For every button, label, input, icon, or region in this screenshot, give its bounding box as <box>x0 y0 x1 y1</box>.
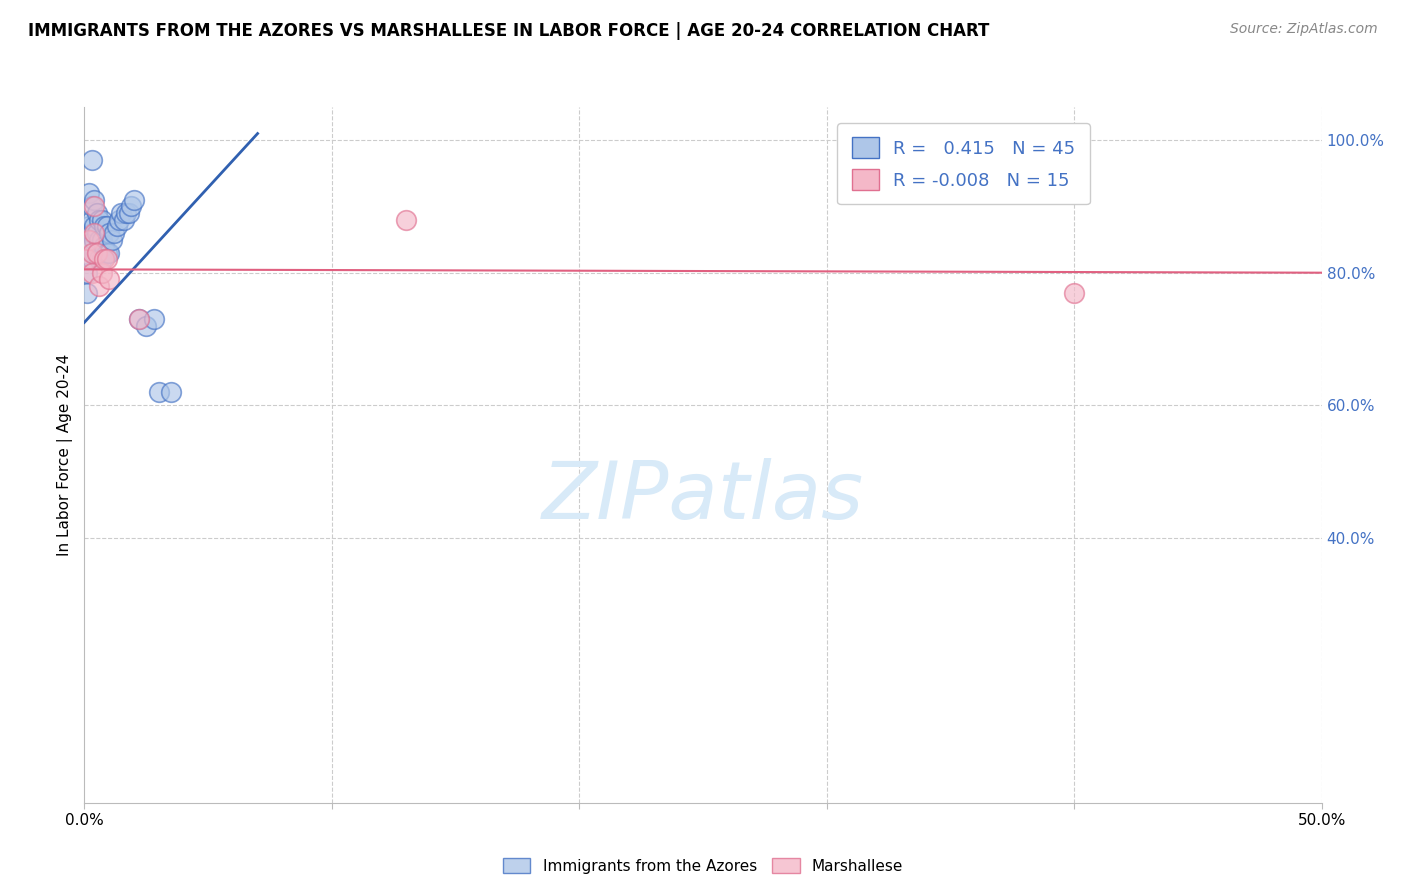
Point <box>103 226 125 240</box>
Point <box>96 219 118 234</box>
Point <box>76 285 98 300</box>
Point <box>79 186 101 201</box>
Point <box>90 233 112 247</box>
Point <box>105 219 128 234</box>
Point <box>86 245 108 260</box>
Point <box>83 199 105 213</box>
Point <box>86 206 108 220</box>
Point <box>80 266 103 280</box>
Point <box>89 212 111 227</box>
Text: Source: ZipAtlas.com: Source: ZipAtlas.com <box>1230 22 1378 37</box>
Point <box>80 212 103 227</box>
Point <box>89 279 111 293</box>
Legend: R =   0.415   N = 45, R = -0.008   N = 15: R = 0.415 N = 45, R = -0.008 N = 15 <box>838 123 1090 204</box>
Point <box>83 193 105 207</box>
Point <box>98 226 121 240</box>
Point <box>122 193 145 207</box>
Point <box>395 212 418 227</box>
Point <box>118 206 141 220</box>
Point <box>112 212 135 227</box>
Point <box>90 212 112 227</box>
Point <box>80 239 103 253</box>
Point <box>90 266 112 280</box>
Point <box>120 199 142 213</box>
Point <box>83 219 105 234</box>
Point <box>98 272 121 286</box>
Y-axis label: In Labor Force | Age 20-24: In Labor Force | Age 20-24 <box>58 354 73 556</box>
Point <box>86 245 108 260</box>
Point <box>142 312 165 326</box>
Point <box>93 252 115 267</box>
Point <box>80 252 103 267</box>
Point <box>115 206 138 220</box>
Point <box>76 266 98 280</box>
Point <box>98 245 121 260</box>
Point <box>93 239 115 253</box>
Legend: Immigrants from the Azores, Marshallese: Immigrants from the Azores, Marshallese <box>496 852 910 880</box>
Point <box>96 245 118 260</box>
Point <box>96 252 118 267</box>
Point <box>83 226 105 240</box>
Point <box>76 252 98 267</box>
Point <box>86 226 108 240</box>
Point <box>108 212 131 227</box>
Point <box>79 219 101 234</box>
Point <box>110 206 132 220</box>
Point <box>93 219 115 234</box>
Point <box>148 384 170 399</box>
Point <box>90 252 112 267</box>
Point <box>80 245 103 260</box>
Text: IMMIGRANTS FROM THE AZORES VS MARSHALLESE IN LABOR FORCE | AGE 20-24 CORRELATION: IMMIGRANTS FROM THE AZORES VS MARSHALLES… <box>28 22 990 40</box>
Point <box>83 233 105 247</box>
Point <box>83 245 105 260</box>
Point <box>1063 285 1085 300</box>
Point <box>79 233 101 247</box>
Point <box>80 153 103 167</box>
Point <box>128 312 150 326</box>
Point <box>89 252 111 267</box>
Point <box>135 318 157 333</box>
Point <box>80 226 103 240</box>
Text: ZIPatlas: ZIPatlas <box>541 458 865 536</box>
Point <box>80 199 103 213</box>
Point <box>128 312 150 326</box>
Point <box>79 239 101 253</box>
Point <box>89 233 111 247</box>
Point <box>160 384 183 399</box>
Point <box>100 233 122 247</box>
